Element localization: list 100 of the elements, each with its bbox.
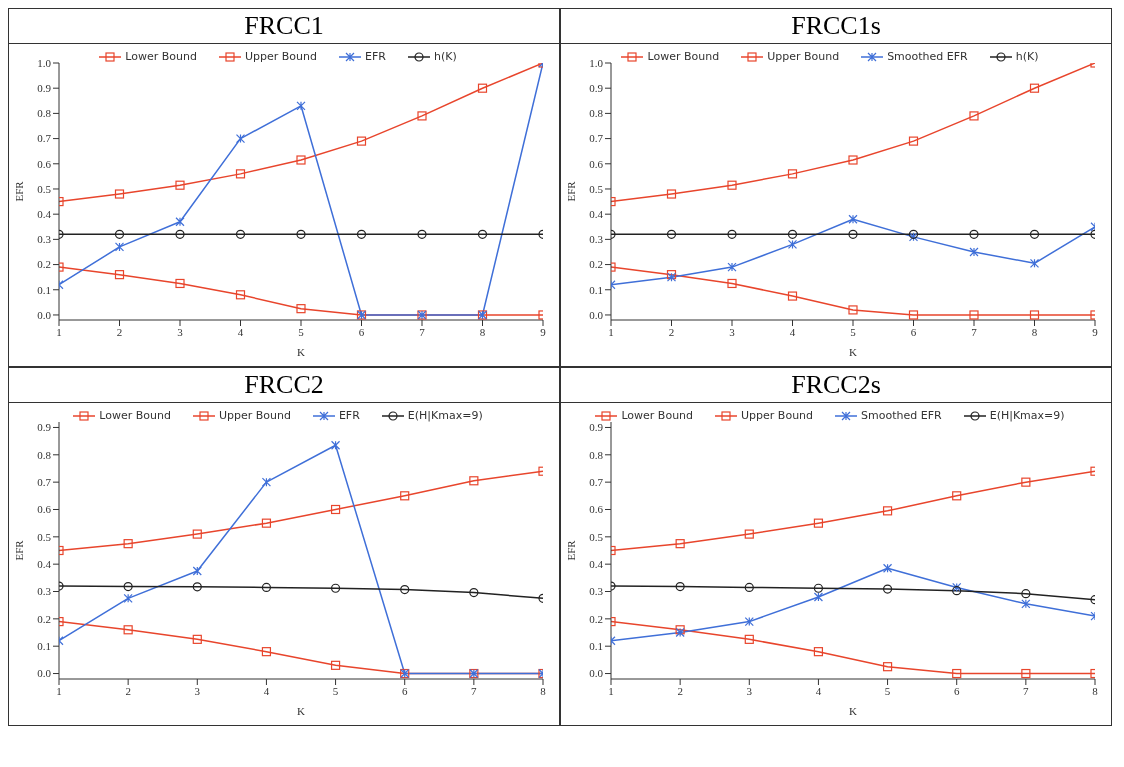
legend-label: Smoothed EFR	[860, 409, 942, 422]
chart-title: FRCC1s	[561, 9, 1111, 44]
y-tick-label: 0.4	[589, 208, 604, 221]
chart-title: FRCC2	[9, 368, 559, 403]
y-tick-label: 0.8	[589, 107, 604, 120]
legend-label: Upper Bound	[740, 409, 814, 422]
y-axis-title: EFR	[564, 180, 577, 202]
y-tick-label: 0.5	[589, 530, 604, 543]
y-tick-label: 0.2	[37, 258, 51, 271]
x-tick-label: 4	[789, 325, 796, 338]
legend-label: E(H|Kmax=9)	[988, 409, 1065, 422]
x-tick-label: 8	[540, 684, 547, 697]
y-tick-label: 0.9	[37, 82, 52, 95]
x-axis-title: K	[849, 346, 858, 358]
x-tick-label: 2	[677, 684, 683, 697]
y-tick-label: 0.7	[589, 476, 604, 489]
y-tick-label: 0.5	[37, 530, 52, 543]
x-tick-label: 8	[1092, 684, 1099, 697]
x-tick-label: 6	[953, 684, 960, 697]
y-tick-label: 0.6	[37, 503, 52, 516]
x-tick-label: 6	[910, 325, 917, 338]
x-tick-label: 3	[194, 684, 201, 697]
legend-label: E(H|Kmax=9)	[406, 409, 483, 422]
legend-label: Lower Bound	[646, 50, 720, 63]
chart-title: FRCC2s	[561, 368, 1111, 403]
y-tick-label: 0.3	[589, 233, 604, 246]
x-tick-label: 3	[729, 325, 736, 338]
y-tick-label: 0.4	[37, 558, 52, 571]
x-tick-label: 9	[1092, 325, 1099, 338]
y-tick-label: 0.9	[589, 82, 604, 95]
x-tick-label: 8	[479, 325, 486, 338]
x-tick-label: 5	[298, 325, 305, 338]
y-tick-label: 0.3	[37, 233, 52, 246]
y-tick-label: 0.6	[37, 157, 52, 170]
x-tick-label: 6	[401, 684, 408, 697]
y-tick-label: 0.8	[589, 448, 604, 461]
x-tick-label: 7	[971, 325, 978, 338]
y-tick-label: 0.0	[589, 667, 604, 680]
legend-label: Lower Bound	[620, 409, 694, 422]
y-tick-label: 0.7	[37, 132, 52, 145]
x-axis-title: K	[849, 705, 858, 717]
legend-label: Upper Bound	[217, 409, 291, 422]
x-tick-label: 5	[884, 684, 891, 697]
x-tick-label: 1	[608, 684, 614, 697]
legend-label: Upper Bound	[243, 50, 317, 63]
y-tick-label: 0.1	[37, 283, 51, 296]
y-tick-label: 0.1	[37, 640, 51, 653]
x-tick-label: 5	[850, 325, 857, 338]
x-tick-label: 3	[177, 325, 184, 338]
y-tick-label: 0.0	[37, 308, 52, 321]
y-axis-title: EFR	[12, 539, 25, 561]
x-axis-title: K	[297, 705, 306, 717]
chart-title: FRCC1	[9, 9, 559, 44]
y-tick-label: 0.7	[37, 476, 52, 489]
y-tick-label: 0.9	[37, 421, 52, 434]
x-tick-label: 4	[237, 325, 244, 338]
y-tick-label: 0.6	[589, 157, 604, 170]
x-tick-label: 2	[668, 325, 675, 338]
y-tick-label: 0.5	[589, 182, 604, 195]
y-tick-label: 1.0	[37, 56, 52, 69]
x-tick-label: 4	[815, 684, 822, 697]
y-tick-label: 0.8	[37, 107, 52, 120]
x-tick-label: 1	[608, 325, 614, 338]
y-tick-label: 0.4	[589, 558, 604, 571]
x-axis-title: K	[297, 346, 306, 358]
x-tick-label: 3	[746, 684, 753, 697]
x-tick-label: 6	[358, 325, 365, 338]
x-tick-label: 8	[1031, 325, 1038, 338]
y-axis-title: EFR	[564, 539, 577, 561]
y-tick-label: 0.1	[589, 283, 603, 296]
x-tick-label: 9	[540, 325, 547, 338]
x-tick-label: 1	[56, 684, 62, 697]
y-tick-label: 0.0	[589, 308, 604, 321]
y-axis-title: EFR	[12, 180, 25, 202]
x-tick-label: 1	[56, 325, 62, 338]
legend-label: h(K)	[1014, 50, 1039, 63]
y-tick-label: 0.3	[37, 585, 52, 598]
legend-label: h(K)	[432, 50, 457, 63]
y-tick-label: 0.5	[37, 182, 52, 195]
y-tick-label: 0.8	[37, 448, 52, 461]
y-tick-label: 0.1	[589, 640, 603, 653]
y-tick-label: 0.3	[589, 585, 604, 598]
y-tick-label: 0.6	[589, 503, 604, 516]
y-tick-label: 0.0	[37, 667, 52, 680]
x-tick-label: 5	[332, 684, 339, 697]
y-tick-label: 0.2	[37, 612, 51, 625]
x-tick-label: 2	[116, 325, 123, 338]
x-tick-label: 2	[125, 684, 131, 697]
legend-label: Smoothed EFR	[886, 50, 968, 63]
y-tick-label: 0.2	[589, 612, 603, 625]
y-tick-label: 0.4	[37, 208, 52, 221]
y-tick-label: 1.0	[589, 56, 604, 69]
legend-label: Upper Bound	[766, 50, 840, 63]
legend-label: Lower Bound	[124, 50, 197, 63]
y-tick-label: 0.7	[589, 132, 604, 145]
x-tick-label: 7	[1023, 684, 1030, 697]
legend-label: EFR	[337, 409, 360, 422]
x-tick-label: 7	[419, 325, 426, 338]
y-tick-label: 0.9	[589, 421, 604, 434]
legend-label: Lower Bound	[98, 409, 171, 422]
